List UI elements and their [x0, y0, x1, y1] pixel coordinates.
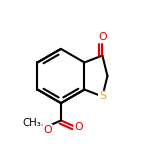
- Text: S: S: [99, 92, 106, 102]
- Text: CH₃: CH₃: [22, 118, 41, 128]
- Text: O: O: [43, 125, 52, 135]
- Text: O: O: [74, 122, 83, 132]
- Text: O: O: [98, 33, 107, 42]
